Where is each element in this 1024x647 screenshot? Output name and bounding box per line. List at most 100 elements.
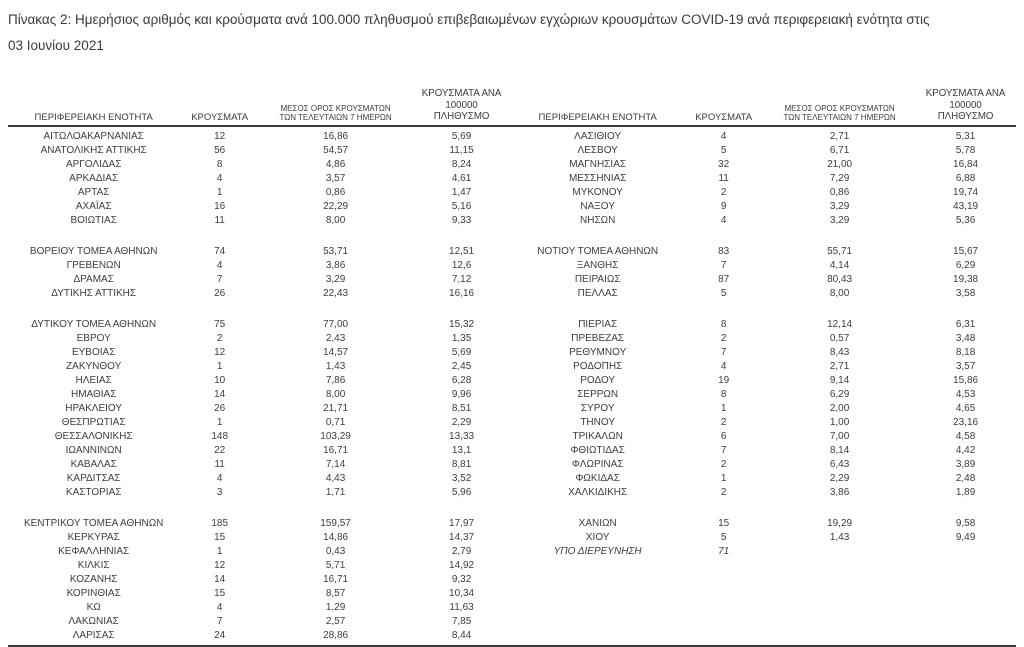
table-row: ΠΕΛΛΑΣ 5 8,00 3,58 <box>512 287 1016 301</box>
region-cell: ΥΠΟ ΔΙΕΡΕΥΝΗΣΗ <box>553 546 642 558</box>
table-row: ΑΡΚΑΔΙΑΣ 4 3,57 4,61 <box>8 172 512 186</box>
per100k-cell: 2,48 <box>955 473 976 485</box>
per100k-cell: 14,37 <box>449 532 475 544</box>
avg7-cell: 8,57 <box>325 588 346 600</box>
cases-cell: 12 <box>214 131 226 143</box>
cases-cell: 22 <box>214 445 226 457</box>
region-cell: ΑΡΓΟΛΙΔΑΣ <box>65 159 122 171</box>
region-cell: ΔΥΤΙΚΟΥ ΤΟΜΕΑ ΑΘΗΝΩΝ <box>31 319 157 331</box>
cases-cell: 87 <box>718 274 730 286</box>
table-row: ΧΑΛΚΙΔΙΚΗΣ 2 3,86 1,89 <box>512 486 1016 500</box>
avg7-cell: 0,86 <box>325 187 346 199</box>
region-cell: ΚΙΛΚΙΣ <box>77 560 110 572</box>
per100k-cell: 9,96 <box>451 389 472 401</box>
region-cell: ΧΑΝΙΩΝ <box>578 518 617 530</box>
per100k-cell: 5,69 <box>451 131 472 143</box>
avg7-cell: 0,71 <box>325 417 346 429</box>
table-body: ΑΙΤΩΛΟΑΚΑΡΝΑΝΙΑΣ 12 16,86 5,69 ΑΝΑΤΟΛΙΚΗΣ ΑΤ… <box>8 127 1016 645</box>
avg7-cell: 14,86 <box>323 532 349 544</box>
header-per100k-line2: ΠΛΗΘΥΣΜΟ <box>433 111 490 123</box>
per100k-cell: 5,31 <box>955 131 976 143</box>
avg7-cell: 4,14 <box>829 260 850 272</box>
region-cell: ΡΟΔΟΥ <box>580 375 616 387</box>
cases-cell: 4 <box>720 215 727 227</box>
avg7-cell: 19,29 <box>827 518 853 530</box>
avg7-cell: 2,43 <box>325 333 346 345</box>
table-header-left-half: ΠΕΡΙΦΕΡΕΙΑΚΗ ΕΝΟΤΗΤΑ ΚΡΟΥΣΜΑΤΑ ΜΕΣΟΣ ΟΡΟ… <box>8 88 512 123</box>
cases-cell: 1 <box>216 417 223 429</box>
avg7-cell: 3,57 <box>325 173 346 185</box>
table-row: ΦΛΩΡΙΝΑΣ 2 6,43 3,89 <box>512 458 1016 472</box>
table-row: ΡΕΘΥΜΝΟΥ 7 8,43 8,18 <box>512 346 1016 360</box>
header-avg7: ΜΕΣΟΣ ΟΡΟΣ ΚΡΟΥΣΜΑΤΩΝ ΤΩΝ ΤΕΛΕΥΤΑΙΩΝ 7 Η… <box>260 104 411 123</box>
per100k-cell: 3,89 <box>955 459 976 471</box>
region-cell: ΣΕΡΡΩΝ <box>577 389 619 401</box>
table-row: ΛΑΡΙΣΑΣ 24 28,86 8,44 <box>8 629 512 643</box>
table-row: ΠΡΕΒΕΖΑΣ 2 0,57 3,48 <box>512 332 1016 346</box>
header-per100k: ΚΡΟΥΣΜΑΤΑ ΑΝΑ 100000 ΠΛΗΘΥΣΜΟ <box>915 88 1016 123</box>
region-cell: ΤΡΙΚΑΛΩΝ <box>572 431 623 443</box>
per100k-cell: 13,33 <box>449 431 475 443</box>
avg7-cell: 4,86 <box>325 159 346 171</box>
per100k-cell: 2,29 <box>451 417 472 429</box>
table-row: ΛΑΚΩΝΙΑΣ 7 2,57 7,85 <box>8 615 512 629</box>
avg7-cell: 8,43 <box>829 347 850 359</box>
region-cell: ΦΘΙΩΤΙΔΑΣ <box>570 445 625 457</box>
cases-cell: 9 <box>720 201 727 213</box>
avg7-cell: 1,43 <box>325 361 346 373</box>
cases-cell: 12 <box>214 347 226 359</box>
per100k-cell: 11,63 <box>449 602 474 614</box>
table-row: ΘΕΣΣΑΛΟΝΙΚΗΣ 148 103,29 13,33 <box>8 430 512 444</box>
table-left-half: ΑΙΤΩΛΟΑΚΑΡΝΑΝΙΑΣ 12 16,86 5,69 ΑΝΑΤΟΛΙΚΗΣ ΑΤ… <box>8 130 512 643</box>
header-per100k-line1: ΚΡΟΥΣΜΑΤΑ ΑΝΑ 100000 <box>925 88 1006 111</box>
table-row: ΛΑΣΙΘΙΟΥ 4 2,71 5,31 <box>512 130 1016 144</box>
region-cell: ΠΕΙΡΑΙΩΣ <box>574 274 621 286</box>
per100k-cell: 4,61 <box>451 173 472 185</box>
region-cell: ΚΩ <box>86 602 101 614</box>
avg7-cell: 159,57 <box>320 518 351 530</box>
avg7-cell: 1,00 <box>829 417 850 429</box>
cases-cell: 2 <box>720 333 727 345</box>
avg7-cell: 22,29 <box>323 201 349 213</box>
cases-cell: 5 <box>720 532 727 544</box>
region-cell: ΤΗΝΟΥ <box>580 417 616 429</box>
table-row: ΠΙΕΡΙΑΣ 8 12,14 6,31 <box>512 318 1016 332</box>
region-cell: ΒΟΙΩΤΙΑΣ <box>70 215 117 227</box>
region-cell: ΔΡΑΜΑΣ <box>73 274 114 286</box>
per100k-cell: 9,58 <box>955 518 976 530</box>
cases-cell: 8 <box>216 159 223 171</box>
avg7-cell: 2,71 <box>829 131 850 143</box>
cases-cell: 1 <box>720 403 727 415</box>
region-cell: ΧΑΛΚΙΔΙΚΗΣ <box>568 487 628 499</box>
per100k-cell: 1,35 <box>451 333 472 345</box>
header-per100k-line2: ΠΛΗΘΥΣΜΟ <box>937 111 994 123</box>
cases-cell: 3 <box>216 487 223 499</box>
region-cell: ΧΙΟΥ <box>585 532 610 544</box>
avg7-cell: 8,00 <box>325 389 346 401</box>
table-row: ΝΑΞΟΥ 9 3,29 43,19 <box>512 200 1016 214</box>
table-row: ΦΩΚΙΔΑΣ 1 2,29 2,48 <box>512 472 1016 486</box>
per100k-cell: 5,69 <box>451 347 472 359</box>
per100k-cell: 12,6 <box>451 260 472 272</box>
per100k-cell: 8,18 <box>955 347 976 359</box>
cases-cell: 4 <box>216 173 223 185</box>
region-cell: ΛΕΣΒΟΥ <box>577 145 618 157</box>
avg7-cell: 2,29 <box>829 473 850 485</box>
cases-cell: 5 <box>720 145 727 157</box>
cases-cell: 4 <box>720 361 727 373</box>
per100k-cell: 2,79 <box>451 546 472 558</box>
region-cell: ΑΝΑΤΟΛΙΚΗΣ ΑΤΤΙΚΗΣ <box>40 145 147 157</box>
avg7-cell: 3,86 <box>829 487 850 499</box>
region-cell: ΜΥΚΟΝΟΥ <box>572 187 623 199</box>
table-row: ΔΥΤΙΚΗΣ ΑΤΤΙΚΗΣ 26 22,43 16,16 <box>8 287 512 301</box>
cases-cell: 71 <box>718 546 730 558</box>
table-right-half: ΛΑΣΙΘΙΟΥ 4 2,71 5,31 ΛΕΣΒΟΥ 5 6,71 5,78 ΜΑΓΝΗΣΙΑ… <box>512 130 1016 559</box>
table-row: ΞΑΝΘΗΣ 7 4,14 6,29 <box>512 259 1016 273</box>
region-cell: ΚΕΝΤΡΙΚΟΥ ΤΟΜΕΑ ΑΘΗΝΩΝ <box>23 518 164 530</box>
table-row: ΘΕΣΠΡΩΤΙΑΣ 1 0,71 2,29 <box>8 416 512 430</box>
region-cell: ΞΑΝΘΗΣ <box>576 260 619 272</box>
table-row: ΙΩΑΝΝΙΝΩΝ 22 16,71 13,1 <box>8 444 512 458</box>
cases-cell: 1 <box>216 187 223 199</box>
per100k-cell: 1,47 <box>451 187 472 199</box>
avg7-cell: 3,86 <box>325 260 346 272</box>
